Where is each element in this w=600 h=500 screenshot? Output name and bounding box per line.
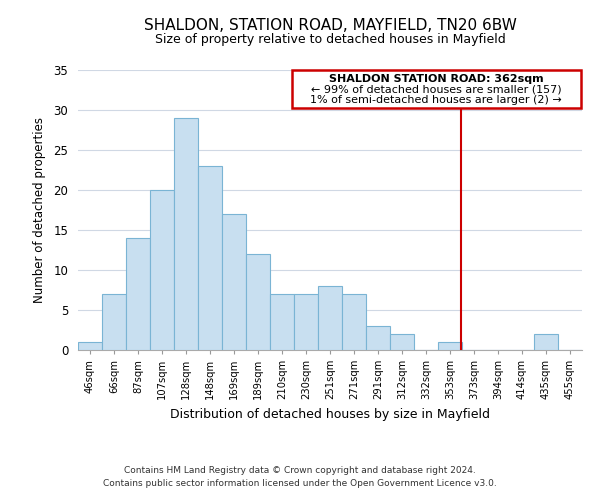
Bar <box>150 190 174 350</box>
Bar <box>342 294 366 350</box>
Text: 1% of semi-detached houses are larger (2) →: 1% of semi-detached houses are larger (2… <box>310 95 562 105</box>
X-axis label: Distribution of detached houses by size in Mayfield: Distribution of detached houses by size … <box>170 408 490 420</box>
Text: SHALDON STATION ROAD: 362sqm: SHALDON STATION ROAD: 362sqm <box>329 74 544 85</box>
Bar <box>126 238 150 350</box>
Bar <box>294 294 318 350</box>
Text: Contains HM Land Registry data © Crown copyright and database right 2024.
Contai: Contains HM Land Registry data © Crown c… <box>103 466 497 487</box>
Text: ← 99% of detached houses are smaller (157): ← 99% of detached houses are smaller (15… <box>311 85 562 95</box>
Text: Size of property relative to detached houses in Mayfield: Size of property relative to detached ho… <box>155 32 505 46</box>
Bar <box>292 70 581 108</box>
Y-axis label: Number of detached properties: Number of detached properties <box>34 117 46 303</box>
Bar <box>174 118 198 350</box>
Bar <box>222 214 246 350</box>
Text: SHALDON, STATION ROAD, MAYFIELD, TN20 6BW: SHALDON, STATION ROAD, MAYFIELD, TN20 6B… <box>143 18 517 32</box>
Bar <box>318 286 342 350</box>
Bar <box>366 326 390 350</box>
Bar <box>78 342 102 350</box>
Bar <box>246 254 270 350</box>
Bar <box>270 294 294 350</box>
Bar <box>438 342 462 350</box>
Bar <box>198 166 222 350</box>
Bar <box>102 294 126 350</box>
Bar <box>534 334 558 350</box>
Bar <box>390 334 414 350</box>
